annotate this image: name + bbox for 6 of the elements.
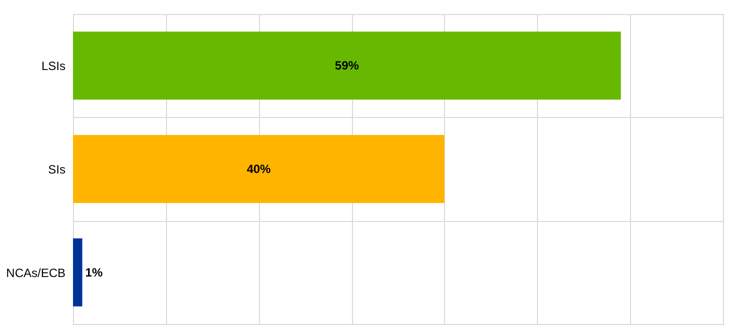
- data-label: 40%: [246, 162, 272, 176]
- y-tick-label: LSIs: [41, 59, 66, 74]
- data-label: 59%: [334, 58, 360, 73]
- y-tick-label: SIs: [48, 162, 66, 176]
- data-label: 1%: [85, 265, 103, 280]
- y-tick-label: NCAs/ECB: [6, 266, 66, 280]
